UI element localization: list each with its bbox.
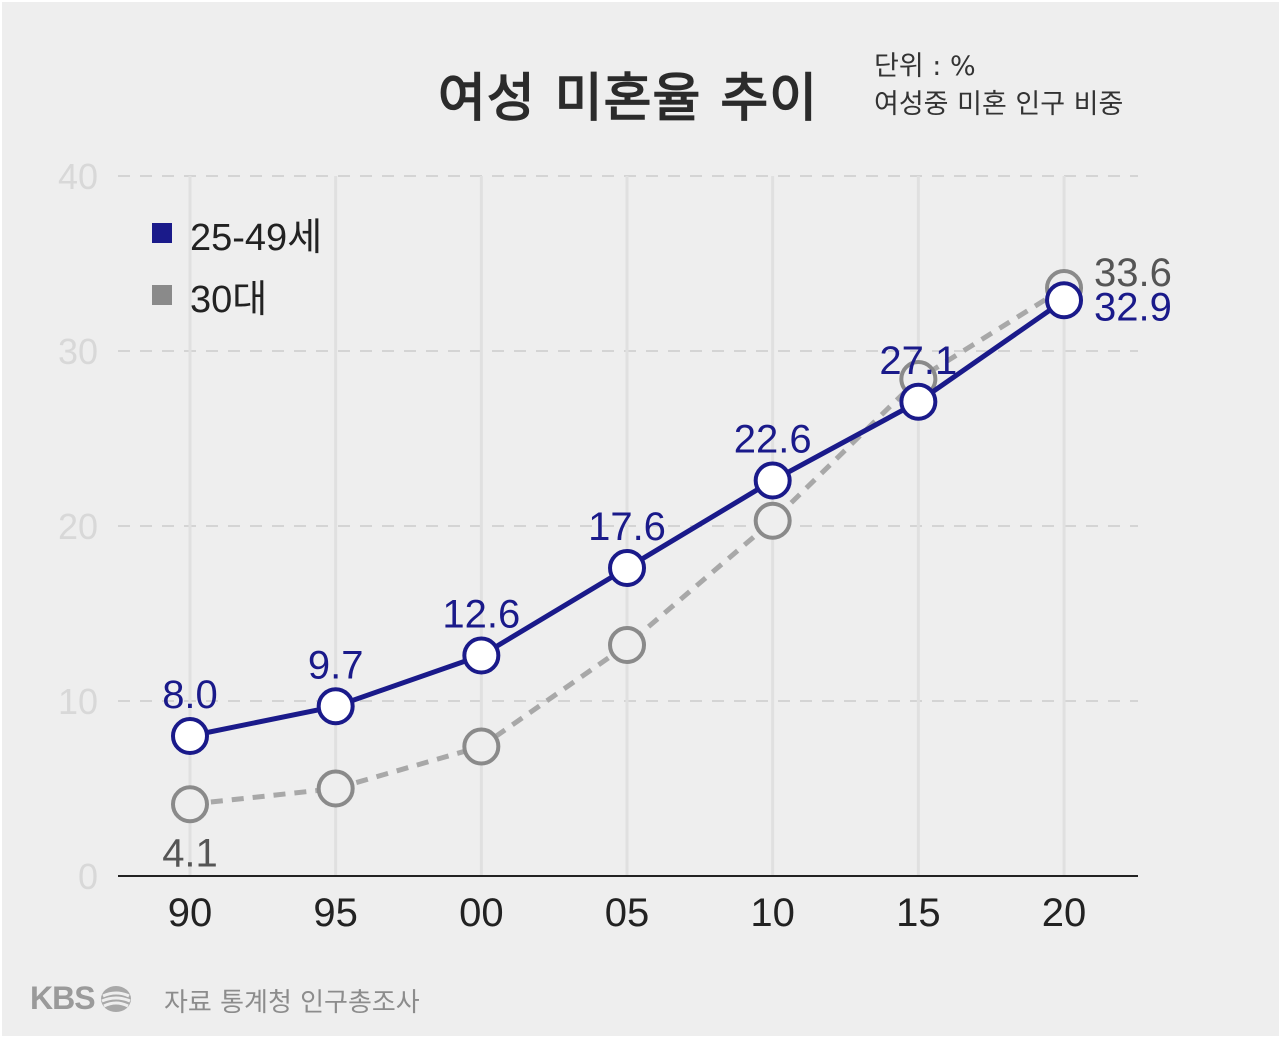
kbs-logo-text: KBS: [30, 980, 96, 1016]
data-label-main-95: 9.7: [308, 643, 364, 687]
series-point-1-05: [608, 626, 647, 664]
series-point-0-00: [462, 636, 501, 675]
x-tick-label-95: 95: [313, 891, 358, 935]
x-tick-label-15: 15: [896, 891, 941, 935]
y-tick-label-10: 10: [58, 681, 98, 722]
x-tick-label-10: 10: [750, 891, 795, 935]
label-layer: 8.0 9.7 12.6 17.6 22.6 27.1 32.9 4.1 33.6: [162, 251, 1172, 875]
legend-swatch-main: [152, 223, 172, 243]
legend-item-secondary: 30대: [152, 264, 322, 326]
legend-item-main: 25-49세: [152, 202, 322, 264]
series-point-1-90: [171, 785, 209, 824]
x-tick-label-20: 20: [1042, 891, 1087, 935]
series-point-1-00: [462, 727, 501, 766]
y-tick-label-0: 0: [78, 856, 98, 897]
y-tick-label-30: 30: [58, 331, 98, 372]
axis-layer: 0 10 20 30 40 90 95 00 05 10 15 20: [58, 156, 1138, 935]
kbs-emblem-icon: [100, 985, 131, 1012]
chart-title: 여성 미혼율 추이: [438, 69, 819, 129]
legend-swatch-secondary: [152, 285, 172, 305]
legend: 25-49세 30대: [152, 202, 322, 326]
series-point-0-20: [1045, 281, 1084, 320]
series-point-0-10: [753, 461, 792, 500]
unit-description: 여성중 미혼 인구 비중: [874, 89, 1124, 120]
data-label-main-20: 32.9: [1094, 285, 1172, 329]
y-tick-label-20: 20: [58, 506, 98, 547]
series-point-0-90: [171, 717, 209, 755]
series-point-0-05: [608, 549, 647, 587]
x-tick-label-90: 90: [168, 891, 213, 935]
unit-label: 단위 : %: [874, 51, 976, 82]
data-label-main-00: 12.6: [442, 593, 520, 637]
kbs-logo: KBS: [30, 980, 133, 1017]
series-point-1-10: [753, 501, 792, 540]
legend-label-main: 25-49세: [190, 216, 323, 259]
x-tick-label-00: 00: [459, 891, 504, 935]
series-point-0-95: [316, 687, 355, 726]
source-note: 자료 통계청 인구총조사: [164, 988, 420, 1018]
data-label-main-10: 22.6: [734, 418, 812, 462]
data-label-main-90: 8.0: [162, 673, 218, 717]
data-label-secondary-90: 4.1: [162, 831, 218, 875]
series-layer: [171, 269, 1084, 824]
legend-label-secondary: 30대: [190, 278, 268, 321]
series-point-0-15: [899, 382, 938, 421]
x-tick-label-05: 05: [605, 891, 650, 935]
grid-layer: [118, 175, 1138, 876]
data-label-main-15: 27.1: [879, 339, 957, 383]
series-point-1-95: [316, 769, 355, 808]
data-label-main-05: 17.6: [588, 505, 666, 549]
data-label-secondary-20: 33.6: [1094, 251, 1172, 295]
unit-note: 단위 : % 여성중 미혼 인구 비중: [874, 48, 1123, 124]
y-tick-label-40: 40: [58, 156, 98, 197]
